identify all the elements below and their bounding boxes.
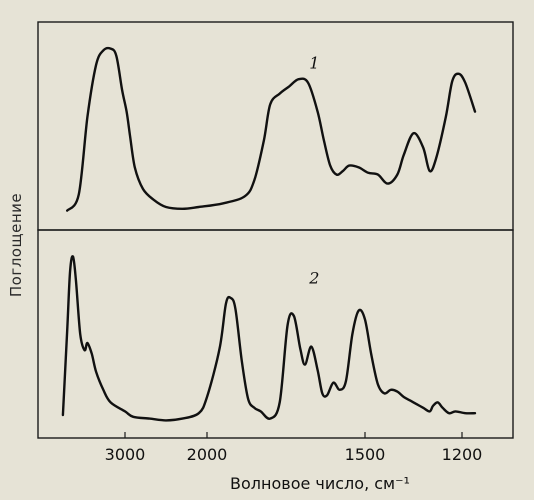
bottom-panel-frame xyxy=(37,229,514,439)
top-panel-frame xyxy=(37,21,514,231)
x-tick-label-1200: 1200 xyxy=(442,445,483,464)
series-labels: 12 xyxy=(308,53,319,287)
x-tick-labels: 3000 2000 1500 1200 xyxy=(105,445,483,464)
series-1-line xyxy=(66,46,477,212)
x-axis-label: Волновое число, см⁻¹ xyxy=(230,474,410,493)
x-tick-marks xyxy=(124,432,463,438)
series-lines xyxy=(61,46,477,422)
series-2-line xyxy=(61,255,477,422)
x-tick-label-2000: 2000 xyxy=(187,445,228,464)
y-axis-label: Поглощение xyxy=(7,192,25,298)
x-tick-label-3000: 3000 xyxy=(105,445,146,464)
x-tick-label-1500: 1500 xyxy=(345,445,386,464)
series-2-label: 2 xyxy=(308,269,319,288)
series-1-label: 1 xyxy=(309,53,319,72)
y-axis-label-box: Поглощение xyxy=(2,160,30,330)
